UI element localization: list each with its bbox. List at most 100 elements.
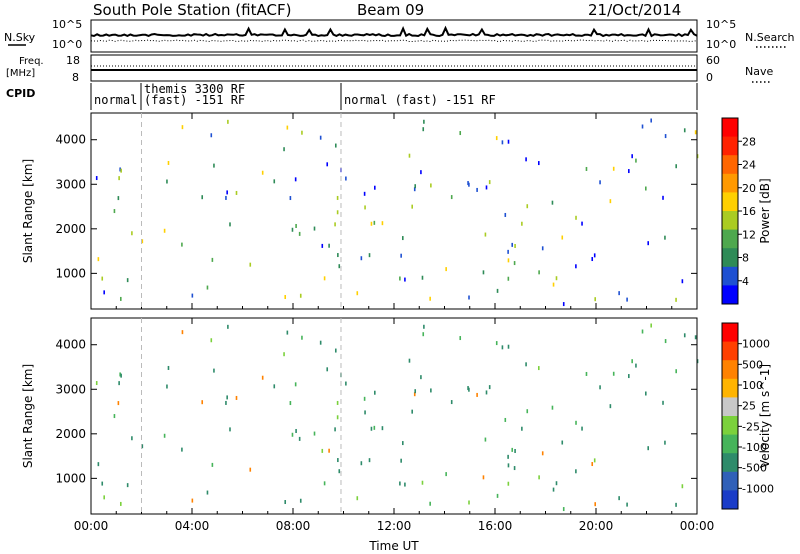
- power-cell: [467, 181, 469, 186]
- power-cell: [430, 183, 432, 188]
- power-cell: [507, 139, 510, 144]
- power-cell: [585, 166, 588, 171]
- power-cell: [101, 276, 104, 281]
- power-cell: [488, 180, 491, 185]
- power-cell: [645, 186, 647, 191]
- power-cell: [459, 131, 462, 136]
- power-cell: [301, 130, 303, 135]
- colorbar-tick-label: 4: [742, 275, 749, 288]
- ytick-label: 3000: [55, 177, 86, 191]
- power-cell: [414, 184, 417, 189]
- power-cell: [206, 285, 209, 290]
- power-cell: [552, 282, 555, 287]
- freq-strip: Freq. [MHz] 18 8 60 0 Nave: [6, 54, 773, 84]
- beam-title: Beam 09: [357, 1, 424, 19]
- power-cell: [286, 125, 289, 130]
- power-cell: [131, 231, 133, 236]
- power-cell: [374, 185, 376, 190]
- power-cell: [599, 180, 601, 185]
- power-cell: [356, 291, 359, 296]
- cpid-segment-3: normal (fast) -151 RF: [344, 93, 496, 107]
- power-cell: [334, 143, 337, 148]
- power-cell: [561, 235, 564, 240]
- power-cell: [635, 158, 637, 163]
- power-cell: [675, 164, 677, 169]
- power-cell: [429, 296, 431, 301]
- power-cell: [273, 179, 276, 184]
- power-cell: [495, 136, 498, 141]
- nsky-label: N.Sky: [4, 31, 36, 44]
- power-cell: [662, 195, 664, 200]
- nsearch-label: N.Search: [745, 31, 795, 44]
- power-cell: [298, 231, 301, 236]
- power-cell: [368, 253, 371, 258]
- power-cell: [501, 140, 504, 145]
- power-cell: [482, 270, 485, 275]
- power-cell: [336, 210, 339, 215]
- colorbar-swatch: [722, 248, 738, 268]
- power-cell: [408, 153, 411, 158]
- colorbar-swatch: [722, 229, 738, 249]
- power-cell: [593, 253, 596, 258]
- power-cell: [400, 253, 402, 258]
- colorbar-tick-label: 20: [742, 182, 756, 195]
- power-cell: [119, 167, 121, 172]
- power-cell: [538, 270, 540, 275]
- nsearch-tick-bottom: 10^0: [706, 38, 736, 51]
- power-cell: [249, 262, 252, 267]
- power-cell: [626, 297, 628, 302]
- power-cell: [181, 242, 183, 247]
- power-cell: [360, 256, 363, 261]
- power-frame: [90, 112, 698, 310]
- power-cell: [420, 170, 422, 175]
- power-cell: [119, 296, 122, 301]
- freq-label-1: Freq.: [19, 56, 44, 67]
- nave-tick-bottom: 0: [706, 71, 713, 84]
- power-cell: [284, 295, 287, 300]
- power-cell: [594, 297, 597, 302]
- power-cell: [421, 275, 424, 280]
- power-cell: [294, 177, 297, 182]
- freq-frame: [90, 54, 698, 82]
- power-cell: [411, 204, 413, 209]
- power-cell: [609, 199, 612, 204]
- power-cell: [612, 166, 615, 171]
- ytick-label: 1000: [55, 266, 86, 280]
- power-cell: [555, 276, 558, 281]
- colorbar-swatch: [722, 285, 738, 305]
- power-cell: [514, 243, 516, 248]
- power-cell: [526, 204, 529, 209]
- power-cell: [507, 258, 510, 263]
- power-colorbar-label: Power [dB]: [758, 178, 772, 243]
- power-cell: [191, 293, 194, 298]
- power-cell: [423, 119, 425, 124]
- power-cell: [120, 168, 122, 173]
- power-cell: [117, 196, 120, 201]
- power-cell: [334, 222, 336, 227]
- power-cell: [484, 232, 487, 237]
- power-cell: [511, 242, 514, 247]
- power-cell: [289, 196, 292, 201]
- power-cell: [551, 200, 554, 205]
- power-cell: [118, 176, 120, 181]
- nsky-tick-top: 10^5: [52, 18, 82, 31]
- power-cell: [326, 162, 329, 167]
- power-cell: [537, 161, 540, 166]
- power-cell: [381, 221, 384, 226]
- nave-label: Nave: [745, 65, 773, 78]
- power-cell: [364, 205, 366, 210]
- power-cell: [225, 195, 227, 200]
- power-cell: [336, 195, 339, 200]
- power-cell: [103, 290, 105, 295]
- power-cell: [235, 190, 238, 195]
- power-cell: [618, 291, 620, 296]
- power-cell: [650, 118, 652, 123]
- colorbar-tick-label: 28: [742, 135, 756, 148]
- colorbar-swatch: [722, 136, 738, 156]
- cpid-segment-1: normal: [94, 93, 137, 107]
- power-cell: [163, 228, 166, 233]
- ytick-label: 4000: [55, 133, 86, 147]
- power-cell: [675, 297, 677, 302]
